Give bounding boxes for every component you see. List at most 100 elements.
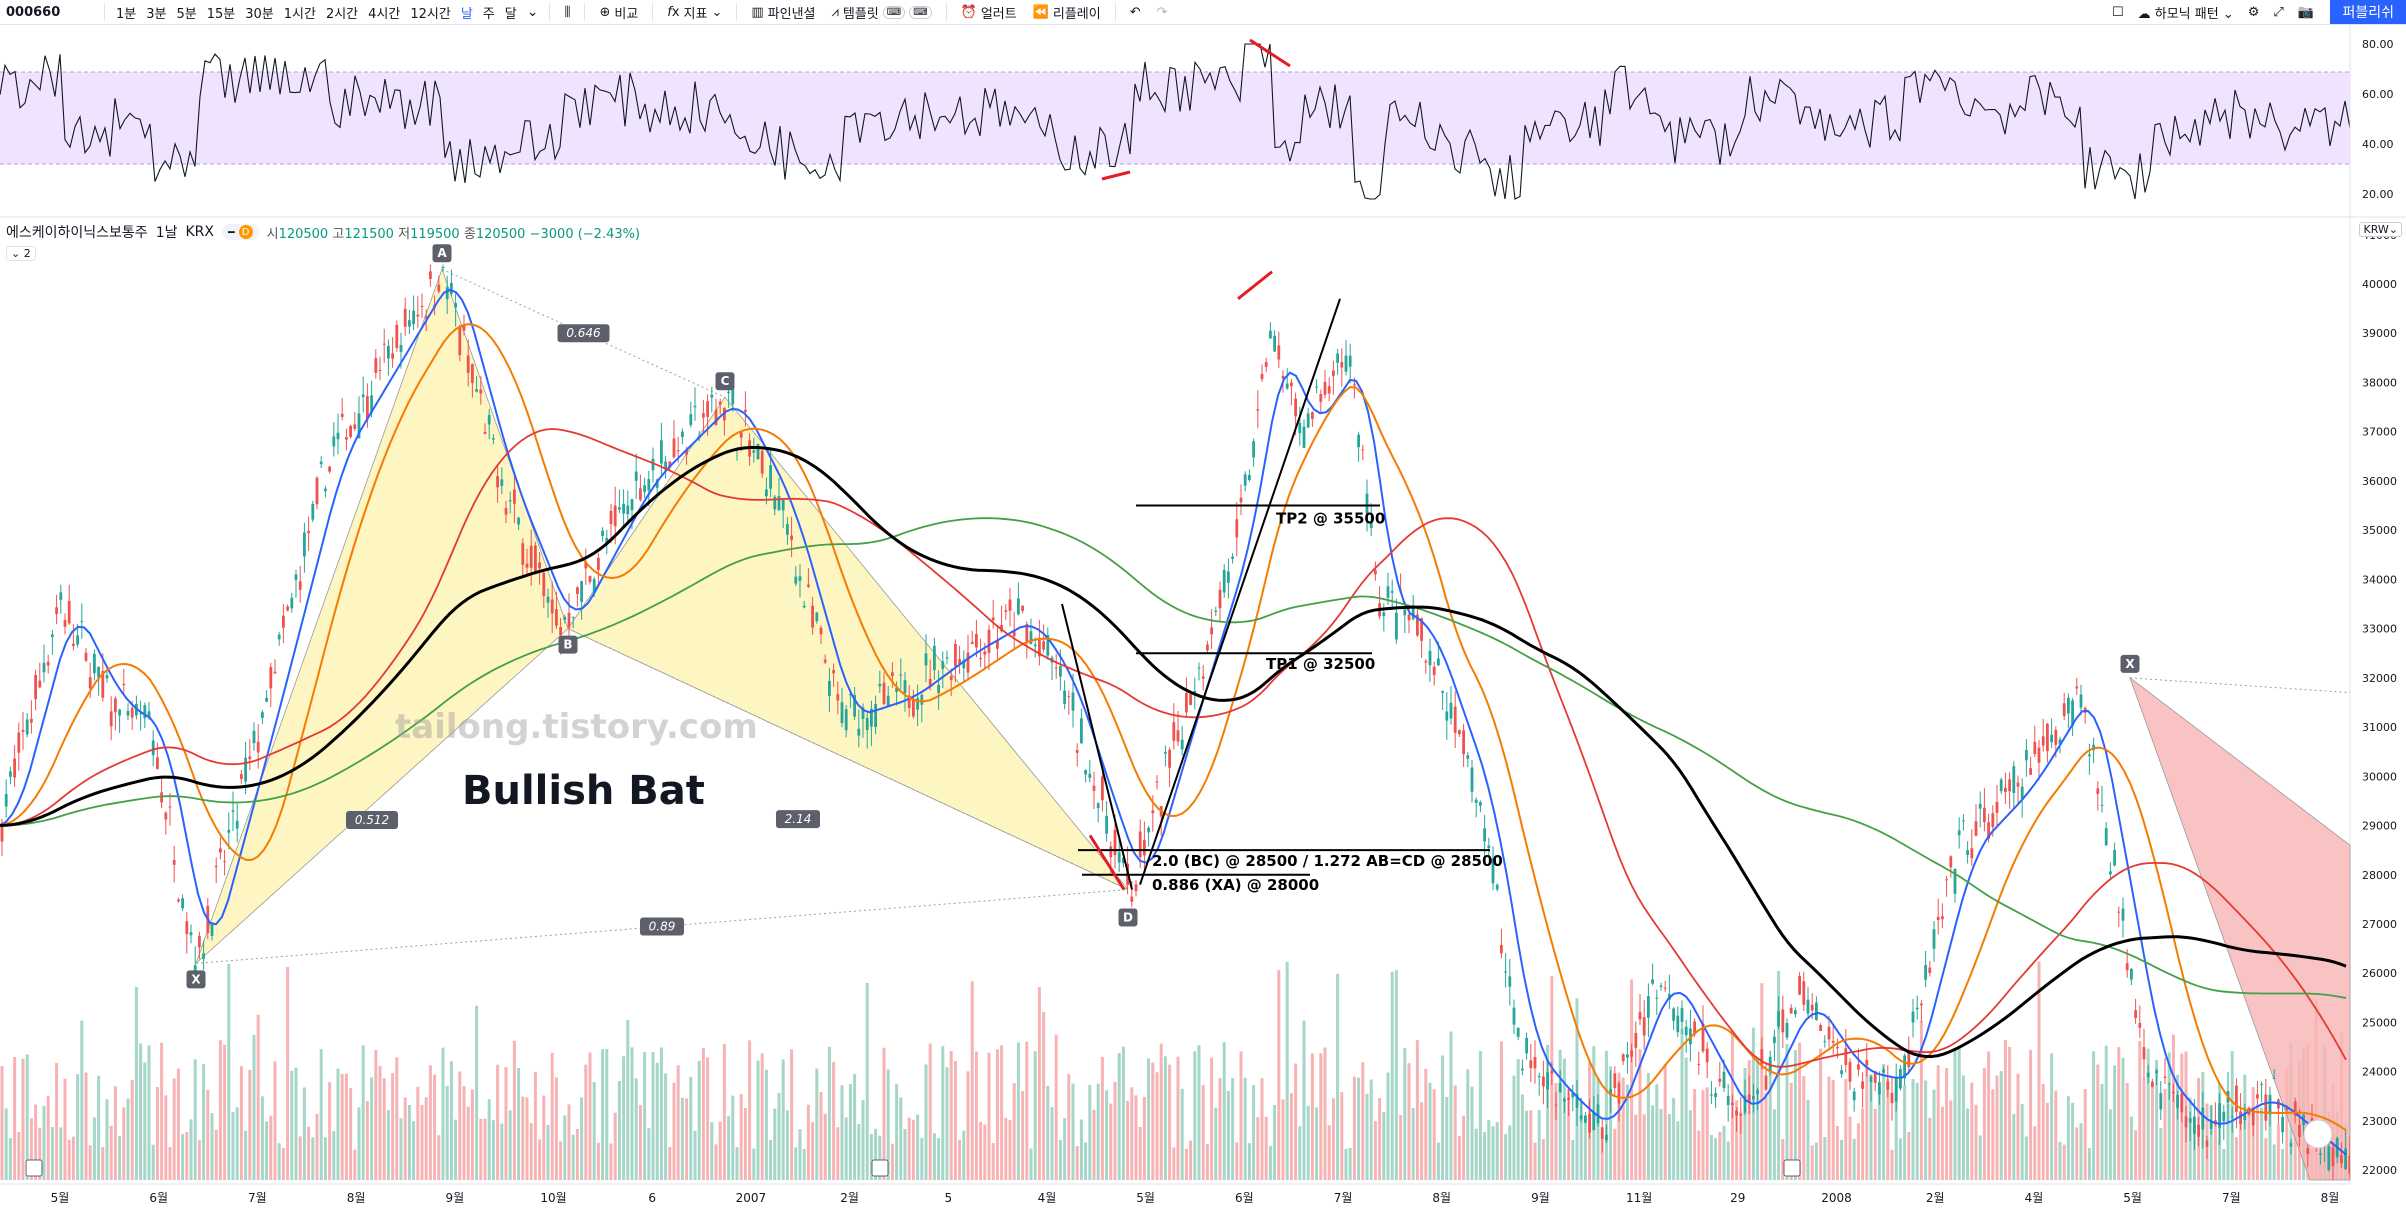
volume-bar	[1684, 1057, 1688, 1180]
candle-body	[1970, 848, 1974, 859]
candle-body	[1663, 987, 1667, 989]
interval-5분[interactable]: 5분	[176, 6, 197, 22]
candle-body	[521, 543, 525, 565]
volume-bar	[2285, 1068, 2289, 1180]
volume-bar	[567, 1104, 571, 1180]
hotkey-icon: ⌨	[882, 5, 906, 19]
volume-bar	[659, 1047, 663, 1180]
candle-body	[349, 425, 352, 437]
volume-bar	[1016, 1042, 1020, 1180]
volume-bar	[202, 1064, 206, 1180]
volume-bar	[970, 981, 974, 1180]
volume-bar	[832, 1062, 836, 1180]
gear-icon[interactable]: ⚙	[2247, 4, 2260, 20]
volume-bar	[1315, 1107, 1319, 1180]
templates-button[interactable]: ⩘ 템플릿 ⌨ ⌨	[824, 3, 940, 22]
volume-bar	[2071, 1102, 2075, 1180]
undo-button[interactable]: ↶	[1122, 5, 1149, 20]
candle-body	[164, 812, 168, 820]
candle-body	[1067, 696, 1071, 698]
interval-1분[interactable]: 1분	[116, 6, 137, 22]
rsi-axis[interactable]: 80.00 60.00 40.00 20.00	[2362, 38, 2394, 201]
volume-bar	[2033, 1126, 2037, 1180]
series-legend[interactable]: 에스케이하이닉스보통주 1날 KRX ━ D 시120500 고121500 저1…	[6, 222, 640, 242]
interval-주[interactable]: 주	[482, 6, 495, 22]
candle-style-button[interactable]: ⫼	[556, 5, 578, 20]
alert-button[interactable]: ⏰ 얼러트	[953, 3, 1025, 22]
candle-body	[1365, 493, 1369, 514]
interval-15분[interactable]: 15분	[206, 6, 236, 22]
candle-body	[1332, 370, 1335, 376]
indicators-button[interactable]: fx 지표 ⌄	[659, 3, 730, 22]
candle-body	[114, 698, 117, 713]
candle-body	[1596, 1104, 1600, 1124]
candle-body	[1978, 803, 1982, 809]
harmonic-button[interactable]: ☁ 하모닉 패턴 ⌄	[2138, 3, 2234, 22]
replay-button[interactable]: ⏪ 리플레이	[1025, 3, 1109, 22]
candle-body	[870, 708, 873, 727]
candle-body	[2319, 1153, 2322, 1155]
candle-body	[744, 409, 747, 412]
volume-bar	[1600, 1138, 1604, 1180]
currency-selector[interactable]: KRW⌄	[2359, 222, 2402, 237]
candle-body	[1239, 497, 1243, 503]
close-label: 종	[463, 226, 476, 242]
point2-x-label: X	[2125, 657, 2135, 671]
level-label: TP1 @ 32500	[1266, 655, 1375, 673]
indicator-collapse-button[interactable]: ⌄ 2	[6, 246, 36, 261]
candle-body	[794, 576, 798, 584]
time-tick-label: 4월	[2025, 1191, 2044, 1205]
price-axis[interactable]: 4100040000390003800037000360003500034000…	[2362, 229, 2397, 1177]
volume-bar	[1554, 1082, 1558, 1180]
interval-12시간[interactable]: 12시간	[410, 6, 451, 22]
candle-body	[891, 672, 894, 677]
volume-bar	[2281, 1148, 2285, 1180]
fullscreen-icon[interactable]: ⤢	[2273, 4, 2284, 20]
time-tick-label: 6월	[1235, 1191, 1254, 1205]
volume-bar	[2226, 1103, 2230, 1180]
interval-1시간[interactable]: 1시간	[283, 6, 316, 22]
ratio-ac-label-box	[557, 324, 610, 343]
scroll-right-button	[2303, 1119, 2333, 1149]
volume-bar	[403, 1097, 407, 1180]
legend-toggle[interactable]: ━ D	[221, 224, 259, 240]
volume-bar	[1667, 1114, 1671, 1180]
volume-bar	[1772, 1109, 1776, 1180]
volume-bar	[496, 1064, 500, 1180]
volume-bar	[1848, 1116, 1852, 1180]
candle-body	[2012, 766, 2016, 793]
candle-body	[1260, 374, 1264, 380]
volume-bar	[441, 1047, 445, 1180]
candle-body	[609, 510, 613, 525]
candle-body	[1537, 1076, 1541, 1078]
interval-2시간[interactable]: 2시간	[325, 6, 359, 22]
hotkey-icon: ⌨	[909, 5, 932, 19]
volume-bar	[1163, 1056, 1167, 1180]
chart-canvas[interactable]: X A B C D X 0.646 0.512 2.14 0.89 2.0 (BC) @ 28500…	[0, 24, 2406, 1211]
candle-body	[534, 545, 537, 572]
candle-body	[1798, 976, 1801, 995]
interval-4시간[interactable]: 4시간	[368, 6, 401, 22]
camera-icon[interactable]: 📷	[2297, 4, 2314, 20]
volume-bar	[680, 1097, 684, 1180]
interval-30분[interactable]: 30분	[245, 6, 274, 22]
compare-button[interactable]: ⊕ 비교	[591, 3, 646, 22]
candle-body	[1201, 676, 1205, 679]
time-axis[interactable]: 5월 6월 7월 8월 9월 10월 6 2007 2월 5 4월 5월 6월 7월 8월 9월 11월 29 20…	[0, 1183, 2350, 1205]
financials-button[interactable]: ▥ 파인낸셜	[743, 3, 823, 22]
volume-bar	[1617, 1072, 1621, 1180]
volume-bar	[361, 1045, 365, 1180]
publish-button[interactable]: 퍼블리쉬	[2330, 0, 2406, 24]
chevron-down-icon[interactable]: ⌄	[526, 4, 539, 20]
volume-bar	[76, 1074, 80, 1180]
interval-달[interactable]: 달	[504, 6, 517, 22]
candle-body	[1403, 609, 1407, 616]
candle-body	[1479, 802, 1482, 806]
candle-body	[1903, 1055, 1906, 1079]
layout-square-icon[interactable]: ☐	[2111, 4, 2124, 20]
redo-button[interactable]: ↷	[1149, 5, 1176, 20]
symbol-search[interactable]: 000660	[6, 4, 61, 20]
interval-3분[interactable]: 3분	[146, 6, 167, 22]
candle-body	[1949, 856, 1953, 868]
interval-날[interactable]: 날	[460, 6, 473, 22]
